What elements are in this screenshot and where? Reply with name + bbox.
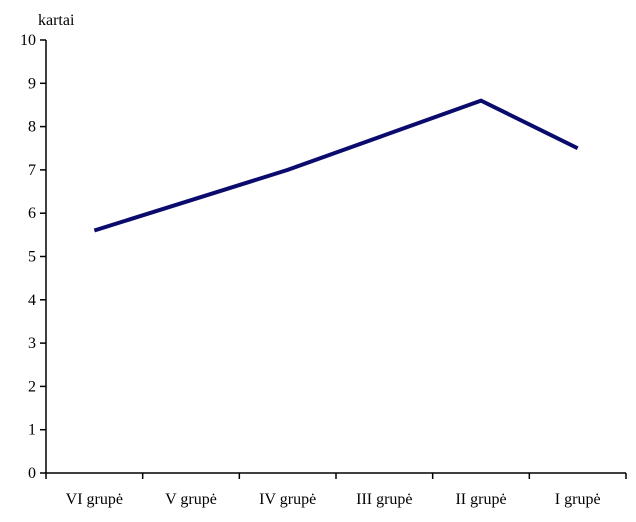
y-tick-label: 9 [28,75,36,92]
x-tick-label: II grupė [455,491,506,508]
y-tick-label: 10 [20,32,36,49]
y-tick-label: 1 [28,422,36,439]
x-tick-label: V grupė [165,491,217,508]
axes [45,40,626,474]
y-tick-label: 4 [28,292,36,309]
y-tick-label: 2 [28,378,36,395]
y-axis-label: kartai [38,12,75,29]
y-ticks: 0 1 2 3 4 5 6 7 8 9 10 [20,32,46,482]
x-tick-label: VI grupė [66,491,123,508]
y-tick-label: 6 [28,205,36,222]
series-group [93,98,579,233]
x-ticks: VI grupė V grupė IV grupė III grupė II grupė… [45,473,627,508]
x-tick-label: IV grupė [259,491,316,508]
y-tick-label: 0 [28,465,36,482]
y-tick-label: 3 [28,335,36,352]
series-line [93,98,579,233]
y-tick-label: 8 [28,119,36,136]
y-tick-label: 5 [28,249,36,266]
x-tick-label: I grupė [555,491,601,508]
x-tick-label: III grupė [356,491,412,508]
y-tick-label: 7 [28,162,36,179]
